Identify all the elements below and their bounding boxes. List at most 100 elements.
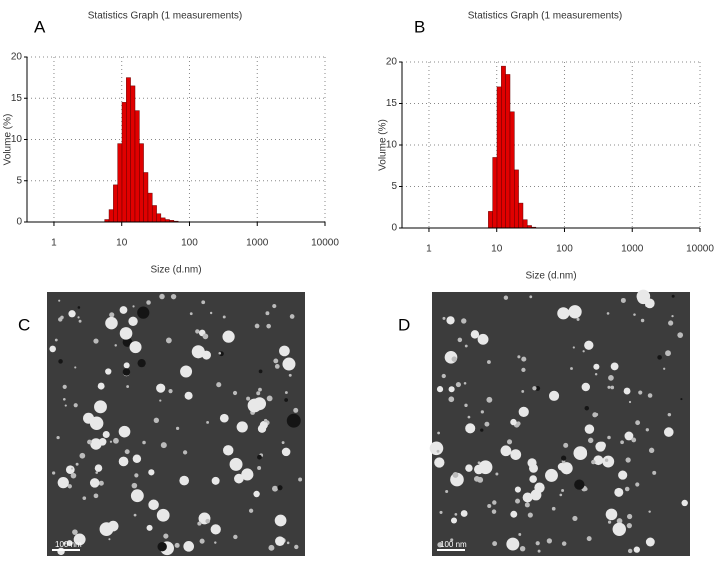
particle: [437, 542, 443, 548]
particle: [480, 410, 484, 414]
particle: [293, 407, 299, 413]
particle: [628, 400, 632, 404]
particle: [680, 398, 683, 401]
particle: [645, 428, 649, 432]
particle: [623, 387, 631, 395]
particle: [573, 446, 588, 461]
particle: [209, 311, 213, 315]
particle: [446, 316, 455, 325]
particle: [210, 524, 221, 535]
particle: [284, 391, 288, 394]
particle: [439, 510, 443, 514]
particle: [487, 503, 492, 509]
particle: [635, 420, 641, 426]
bar: [126, 77, 131, 223]
particle: [219, 413, 229, 423]
particle: [99, 522, 114, 537]
particle: [247, 398, 262, 413]
particle: [174, 542, 180, 548]
particle: [605, 508, 618, 521]
particle: [275, 536, 285, 547]
bar: [108, 209, 114, 223]
particle: [448, 386, 455, 393]
particle: [491, 509, 497, 514]
particle: [663, 367, 666, 370]
particle: [671, 294, 675, 298]
particle: [518, 533, 522, 536]
particle: [598, 441, 606, 450]
particle: [563, 442, 569, 448]
particle: [451, 356, 457, 362]
particle: [584, 424, 595, 434]
particle: [518, 406, 529, 417]
particle: [457, 337, 463, 343]
particle: [109, 312, 115, 318]
particle: [442, 316, 446, 320]
scale-bar-label: 100 nm: [440, 540, 467, 549]
particle: [561, 541, 567, 546]
particle: [156, 383, 166, 393]
bar: [113, 184, 118, 223]
bar: [156, 213, 162, 223]
particle: [234, 473, 244, 484]
particle: [266, 323, 271, 329]
particle: [49, 345, 56, 353]
particle: [633, 546, 640, 553]
particle: [159, 399, 162, 402]
tem-image: 100 nm: [47, 292, 305, 556]
particle: [606, 312, 610, 315]
particle: [258, 369, 263, 374]
particle: [72, 529, 78, 535]
particle: [201, 300, 206, 305]
particle: [671, 314, 674, 318]
particle: [445, 490, 449, 494]
particle: [289, 314, 295, 319]
particle: [591, 459, 596, 465]
particle: [557, 307, 570, 320]
particle: [624, 486, 630, 492]
x-axis-label: Size (d.nm): [150, 265, 201, 276]
particle: [65, 465, 75, 475]
y-tick-label: 0: [16, 217, 22, 228]
particle: [246, 396, 251, 401]
particle: [254, 323, 260, 329]
particle: [73, 403, 78, 408]
particle: [635, 482, 640, 487]
particle: [87, 439, 92, 445]
particle: [272, 485, 278, 492]
particle: [448, 396, 455, 403]
particle: [640, 318, 645, 323]
particle: [473, 475, 480, 482]
particle: [668, 320, 674, 326]
particle: [450, 538, 454, 542]
particle: [492, 500, 497, 505]
particle: [594, 412, 599, 417]
particle: [667, 412, 672, 417]
particle: [253, 490, 260, 498]
particle: [146, 300, 151, 305]
particle: [160, 442, 167, 449]
particle: [83, 412, 95, 424]
chart-title: Statistics Graph (1 measurements): [88, 11, 243, 22]
particle: [645, 537, 655, 547]
particle: [495, 472, 499, 476]
particle: [529, 295, 533, 299]
particle: [148, 499, 159, 511]
particle: [126, 385, 130, 388]
particle: [206, 420, 210, 424]
particle: [175, 426, 180, 431]
particle: [183, 541, 195, 552]
particle: [89, 478, 100, 488]
x-tick-label: 1: [426, 244, 432, 255]
x-tick-label: 10000: [311, 238, 339, 249]
particle: [535, 386, 541, 391]
particle: [532, 386, 537, 391]
chart-title: Statistics Graph (1 measurements): [468, 11, 623, 22]
y-axis-label: Volume (%): [378, 119, 389, 171]
particle: [521, 390, 525, 393]
particle: [559, 493, 563, 497]
particle: [618, 470, 628, 480]
x-tick-label: 1000: [621, 244, 644, 255]
particle: [129, 341, 142, 354]
